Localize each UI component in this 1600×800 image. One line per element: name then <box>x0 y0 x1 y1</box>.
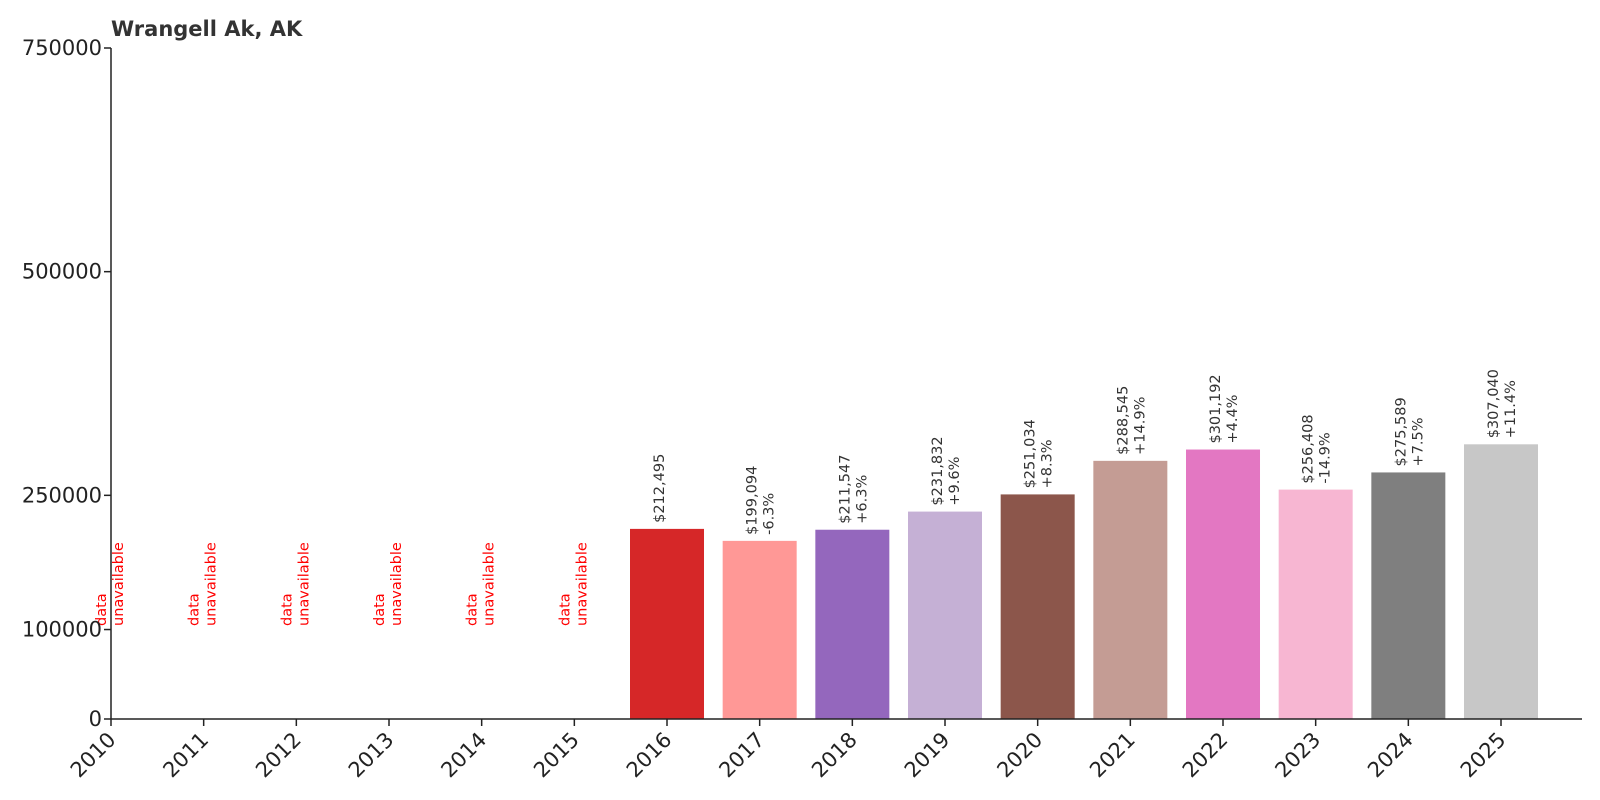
bar-value-label: $231,832+9.6% <box>930 436 963 505</box>
y-tick-label: 100000 <box>22 618 102 642</box>
bar-value-label: $301,192+4.4% <box>1208 374 1241 443</box>
data-unavailable-label: dataunavailable <box>465 542 498 626</box>
bar-value-label: $288,545+14.9% <box>1115 386 1148 455</box>
data-unavailable-label: dataunavailable <box>279 542 312 626</box>
data-unavailable-label: dataunavailable <box>187 542 220 626</box>
y-tick-label: 250000 <box>22 483 102 507</box>
y-tick-label: 750000 <box>22 36 102 60</box>
bar <box>1186 449 1261 719</box>
x-tick-label: 2024 <box>1363 728 1418 783</box>
bar-value-label: $199,094-6.3% <box>745 466 778 535</box>
x-tick-label: 2021 <box>1085 728 1140 783</box>
data-unavailable-label: dataunavailable <box>557 542 590 626</box>
x-tick-label: 2011 <box>158 728 213 783</box>
bar <box>630 528 705 719</box>
x-tick-label: 2018 <box>807 728 862 783</box>
bar <box>1278 489 1353 719</box>
x-tick-label: 2015 <box>529 728 584 783</box>
x-tick-label: 2023 <box>1270 728 1325 783</box>
x-axis: 2010 2011 2012 2013 2014 2015 2016 2017 2018 2019… <box>66 718 1582 783</box>
x-tick-label: 2017 <box>714 728 769 783</box>
bars-group <box>630 444 1539 719</box>
x-tick-label: 2020 <box>992 728 1047 783</box>
bar <box>1371 472 1446 719</box>
bar-value-label: $251,034+8.3% <box>1023 419 1056 488</box>
x-tick-label: 2025 <box>1456 728 1511 783</box>
chart-title: Wrangell Ak, AK <box>111 17 303 41</box>
bar-value-label: $211,547+6.3% <box>837 455 870 524</box>
data-unavailable-label: dataunavailable <box>372 542 405 626</box>
y-axis: 0 100000 250000 500000 750000 <box>22 36 112 731</box>
bar <box>815 529 890 719</box>
x-tick-label: 2010 <box>66 728 121 783</box>
bar <box>1093 460 1168 719</box>
bar <box>1000 494 1075 719</box>
bar-value-label: $275,589+7.5% <box>1393 397 1426 466</box>
bar <box>1464 444 1539 719</box>
y-tick-label: 500000 <box>22 260 102 284</box>
bar-value-label: $307,040+11.4% <box>1486 369 1519 438</box>
data-unavailable-label: dataunavailable <box>94 542 127 626</box>
x-tick-label: 2022 <box>1178 728 1233 783</box>
value-labels-group: dataunavailable dataunavailable dataunavai… <box>94 369 1519 626</box>
bar <box>722 540 797 719</box>
y-tick-label: 0 <box>89 707 102 731</box>
x-tick-label: 2019 <box>900 728 955 783</box>
bar-value-label: $256,408-14.9% <box>1301 414 1334 483</box>
x-tick-label: 2012 <box>251 728 306 783</box>
x-tick-label: 2014 <box>436 728 491 783</box>
bar <box>908 511 983 719</box>
x-tick-label: 2016 <box>622 728 677 783</box>
x-tick-label: 2013 <box>344 728 399 783</box>
bar-value-label: $212,495 <box>652 454 668 523</box>
